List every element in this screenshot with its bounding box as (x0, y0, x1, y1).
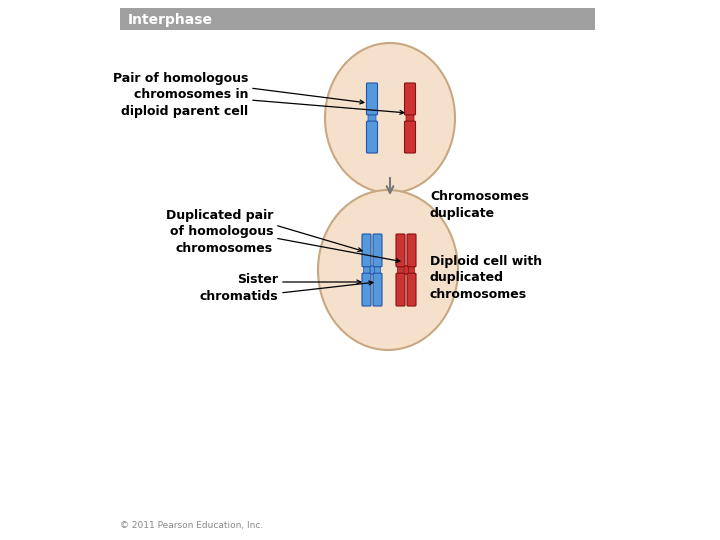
Text: © 2011 Pearson Education, Inc.: © 2011 Pearson Education, Inc. (120, 521, 264, 530)
Text: Diploid cell with
duplicated
chromosomes: Diploid cell with duplicated chromosomes (430, 255, 542, 301)
FancyBboxPatch shape (364, 265, 369, 275)
Text: Sister
chromatids: Sister chromatids (199, 273, 278, 303)
FancyBboxPatch shape (366, 83, 377, 115)
FancyBboxPatch shape (373, 234, 382, 267)
Bar (120, 8, 595, 30)
FancyBboxPatch shape (362, 273, 371, 306)
FancyBboxPatch shape (407, 234, 416, 267)
FancyBboxPatch shape (374, 265, 380, 275)
Text: Duplicated pair
of homologous
chromosomes: Duplicated pair of homologous chromosome… (166, 209, 273, 255)
Ellipse shape (318, 190, 458, 350)
Text: Pair of homologous
chromosomes in
diploid parent cell: Pair of homologous chromosomes in diploi… (112, 72, 248, 118)
Bar (404, 265, 408, 274)
Bar (370, 265, 374, 274)
FancyBboxPatch shape (397, 265, 403, 275)
FancyBboxPatch shape (368, 113, 376, 123)
FancyBboxPatch shape (408, 265, 415, 275)
Text: Interphase: Interphase (128, 13, 213, 27)
FancyBboxPatch shape (406, 113, 414, 123)
FancyBboxPatch shape (373, 273, 382, 306)
FancyBboxPatch shape (396, 273, 405, 306)
FancyBboxPatch shape (405, 83, 415, 115)
FancyBboxPatch shape (366, 121, 377, 153)
FancyBboxPatch shape (407, 273, 416, 306)
FancyBboxPatch shape (362, 234, 371, 267)
Text: Chromosomes
duplicate: Chromosomes duplicate (430, 190, 529, 220)
Ellipse shape (325, 43, 455, 193)
FancyBboxPatch shape (405, 121, 415, 153)
FancyBboxPatch shape (396, 234, 405, 267)
